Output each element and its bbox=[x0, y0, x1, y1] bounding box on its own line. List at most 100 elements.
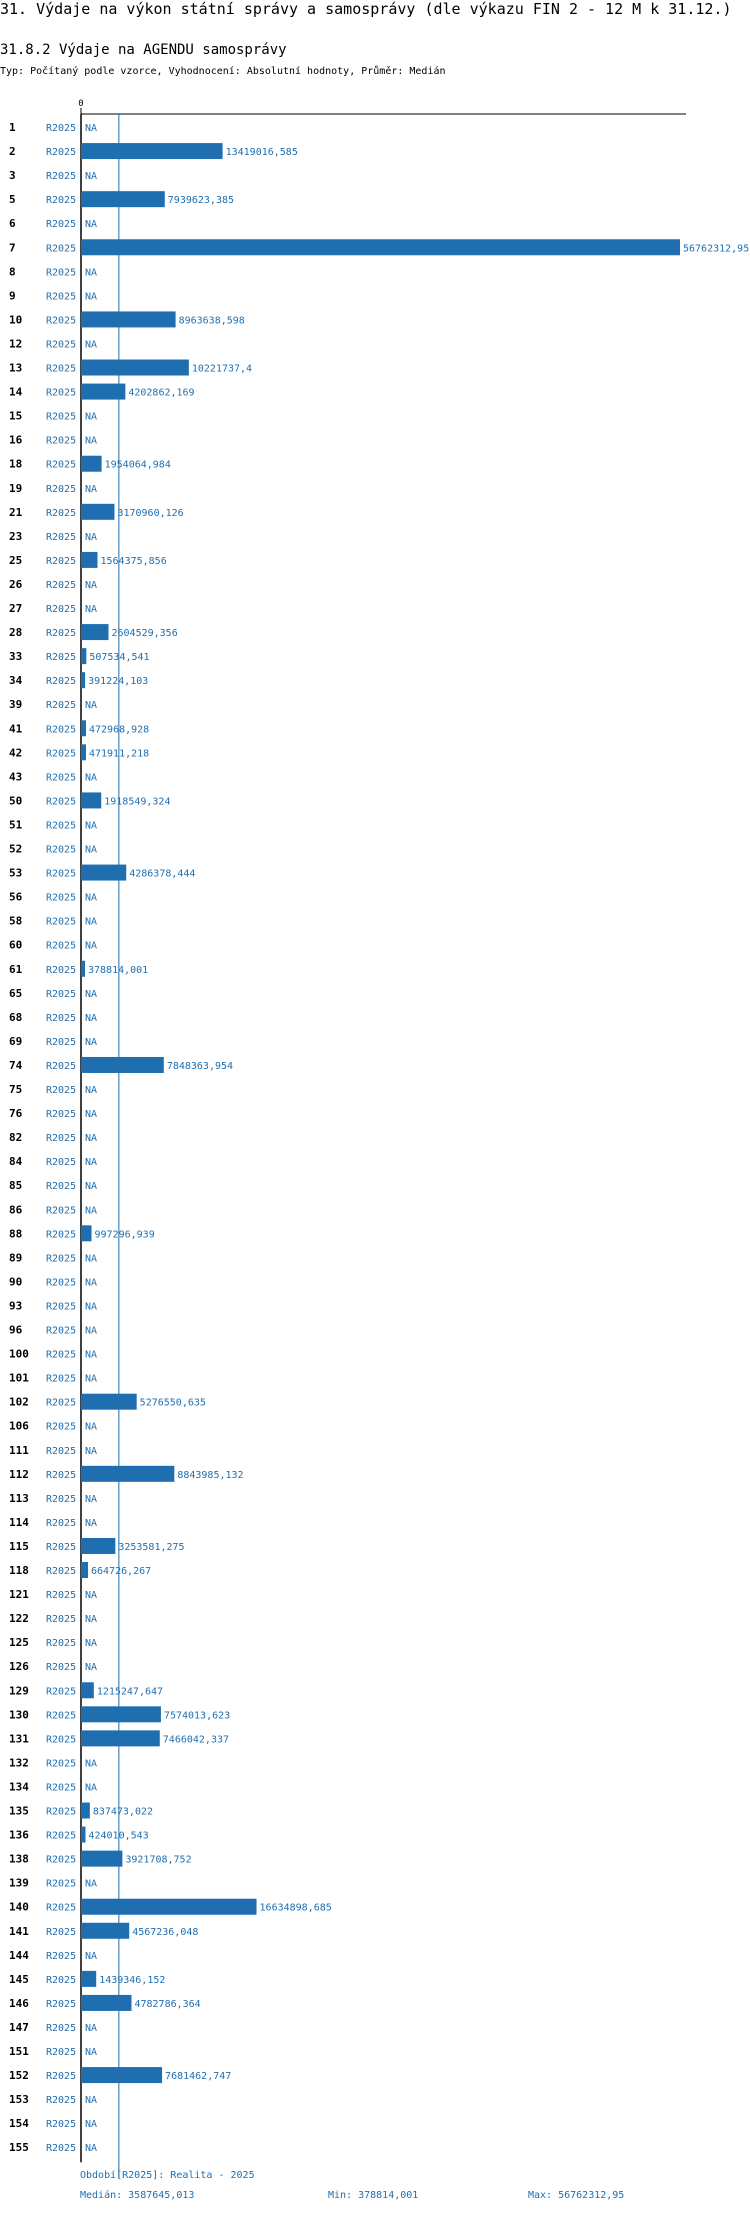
data-label: 7681462,747 bbox=[165, 2071, 231, 2082]
na-label: NA bbox=[85, 1277, 97, 1288]
category-label: 141 bbox=[9, 1925, 29, 1938]
data-label: 7574013,623 bbox=[164, 1710, 230, 1721]
na-label: NA bbox=[85, 989, 97, 1000]
category-label: 50 bbox=[9, 794, 22, 807]
na-label: NA bbox=[85, 1758, 97, 1769]
period-label: R2025 bbox=[46, 1350, 76, 1361]
category-label: 7 bbox=[9, 241, 16, 254]
category-label: 9 bbox=[9, 289, 16, 302]
category-label: 112 bbox=[9, 1468, 29, 1481]
na-label: NA bbox=[85, 1446, 97, 1457]
na-label: NA bbox=[85, 1518, 97, 1529]
footer-period: Období[R2025]: Realita - 2025 bbox=[80, 2170, 255, 2181]
na-label: NA bbox=[85, 820, 97, 831]
period-label: R2025 bbox=[46, 1590, 76, 1601]
category-label: 15 bbox=[9, 410, 22, 423]
category-label: 28 bbox=[9, 626, 22, 639]
data-label: 471911,218 bbox=[89, 748, 149, 759]
period-label: R2025 bbox=[46, 772, 76, 783]
period-label: R2025 bbox=[46, 1422, 76, 1433]
category-label: 60 bbox=[9, 939, 22, 952]
na-label: NA bbox=[85, 772, 97, 783]
category-label: 118 bbox=[9, 1564, 29, 1577]
data-label: 16634898,685 bbox=[260, 1903, 332, 1914]
data-bar bbox=[81, 143, 223, 160]
na-label: NA bbox=[85, 700, 97, 711]
data-bar bbox=[81, 1826, 86, 1843]
category-label: 113 bbox=[9, 1492, 29, 1505]
period-label: R2025 bbox=[46, 628, 76, 639]
data-bar bbox=[81, 1465, 175, 1482]
category-label: 19 bbox=[9, 482, 22, 495]
category-label: 90 bbox=[9, 1275, 22, 1288]
na-label: NA bbox=[85, 1326, 97, 1337]
period-label: R2025 bbox=[46, 1542, 76, 1553]
period-label: R2025 bbox=[46, 1927, 76, 1938]
na-label: NA bbox=[85, 1133, 97, 1144]
period-label: R2025 bbox=[46, 1686, 76, 1697]
category-label: 153 bbox=[9, 2093, 29, 2106]
category-label: 1 bbox=[9, 121, 16, 134]
category-label: 89 bbox=[9, 1251, 22, 1264]
category-label: 151 bbox=[9, 2045, 29, 2058]
category-label: 85 bbox=[9, 1179, 22, 1192]
period-label: R2025 bbox=[46, 315, 76, 326]
data-bar bbox=[81, 1537, 116, 1554]
category-label: 33 bbox=[9, 650, 22, 663]
period-label: R2025 bbox=[46, 123, 76, 134]
data-bar bbox=[81, 1562, 89, 1579]
category-label: 82 bbox=[9, 1131, 22, 1144]
na-label: NA bbox=[85, 2143, 97, 2154]
category-label: 101 bbox=[9, 1372, 29, 1385]
footer-max: Max: 56762312,95 bbox=[528, 2190, 625, 2201]
data-bar bbox=[81, 191, 165, 208]
period-label: R2025 bbox=[46, 652, 76, 663]
category-label: 132 bbox=[9, 1756, 29, 1769]
category-label: 155 bbox=[9, 2141, 29, 2154]
period-label: R2025 bbox=[46, 1229, 76, 1240]
data-label: 4567236,048 bbox=[132, 1927, 198, 1938]
period-label: R2025 bbox=[46, 796, 76, 807]
category-label: 102 bbox=[9, 1396, 29, 1409]
category-label: 43 bbox=[9, 770, 22, 783]
period-label: R2025 bbox=[46, 508, 76, 519]
category-label: 88 bbox=[9, 1227, 22, 1240]
na-label: NA bbox=[85, 1350, 97, 1361]
na-label: NA bbox=[85, 1422, 97, 1433]
category-label: 27 bbox=[9, 602, 22, 615]
data-bar bbox=[81, 1994, 132, 2011]
data-bar bbox=[81, 1706, 161, 1723]
na-label: NA bbox=[85, 1782, 97, 1793]
data-bar bbox=[81, 1225, 92, 1242]
na-label: NA bbox=[85, 1374, 97, 1385]
period-label: R2025 bbox=[46, 1782, 76, 1793]
na-label: NA bbox=[85, 1301, 97, 1312]
data-label: 13419016,585 bbox=[226, 147, 298, 158]
data-label: 837473,022 bbox=[93, 1807, 153, 1818]
period-label: R2025 bbox=[46, 388, 76, 399]
period-label: R2025 bbox=[46, 1374, 76, 1385]
period-label: R2025 bbox=[46, 1951, 76, 1962]
data-label: 7466042,337 bbox=[163, 1734, 229, 1745]
period-label: R2025 bbox=[46, 147, 76, 158]
na-label: NA bbox=[85, 1590, 97, 1601]
na-label: NA bbox=[85, 1662, 97, 1673]
data-bar bbox=[81, 1802, 90, 1819]
period-label: R2025 bbox=[46, 1085, 76, 1096]
period-label: R2025 bbox=[46, 845, 76, 856]
period-label: R2025 bbox=[46, 1326, 76, 1337]
category-label: 115 bbox=[9, 1540, 29, 1553]
na-label: NA bbox=[85, 917, 97, 928]
data-label: 997296,939 bbox=[95, 1229, 155, 1240]
period-label: R2025 bbox=[46, 724, 76, 735]
period-label: R2025 bbox=[46, 1614, 76, 1625]
data-bar bbox=[81, 864, 127, 881]
period-label: R2025 bbox=[46, 556, 76, 567]
period-label: R2025 bbox=[46, 1037, 76, 1048]
category-label: 125 bbox=[9, 1636, 29, 1649]
category-label: 74 bbox=[9, 1059, 23, 1072]
data-bar bbox=[81, 1393, 137, 1410]
na-label: NA bbox=[85, 845, 97, 856]
data-bar bbox=[81, 503, 115, 520]
category-label: 138 bbox=[9, 1853, 29, 1866]
